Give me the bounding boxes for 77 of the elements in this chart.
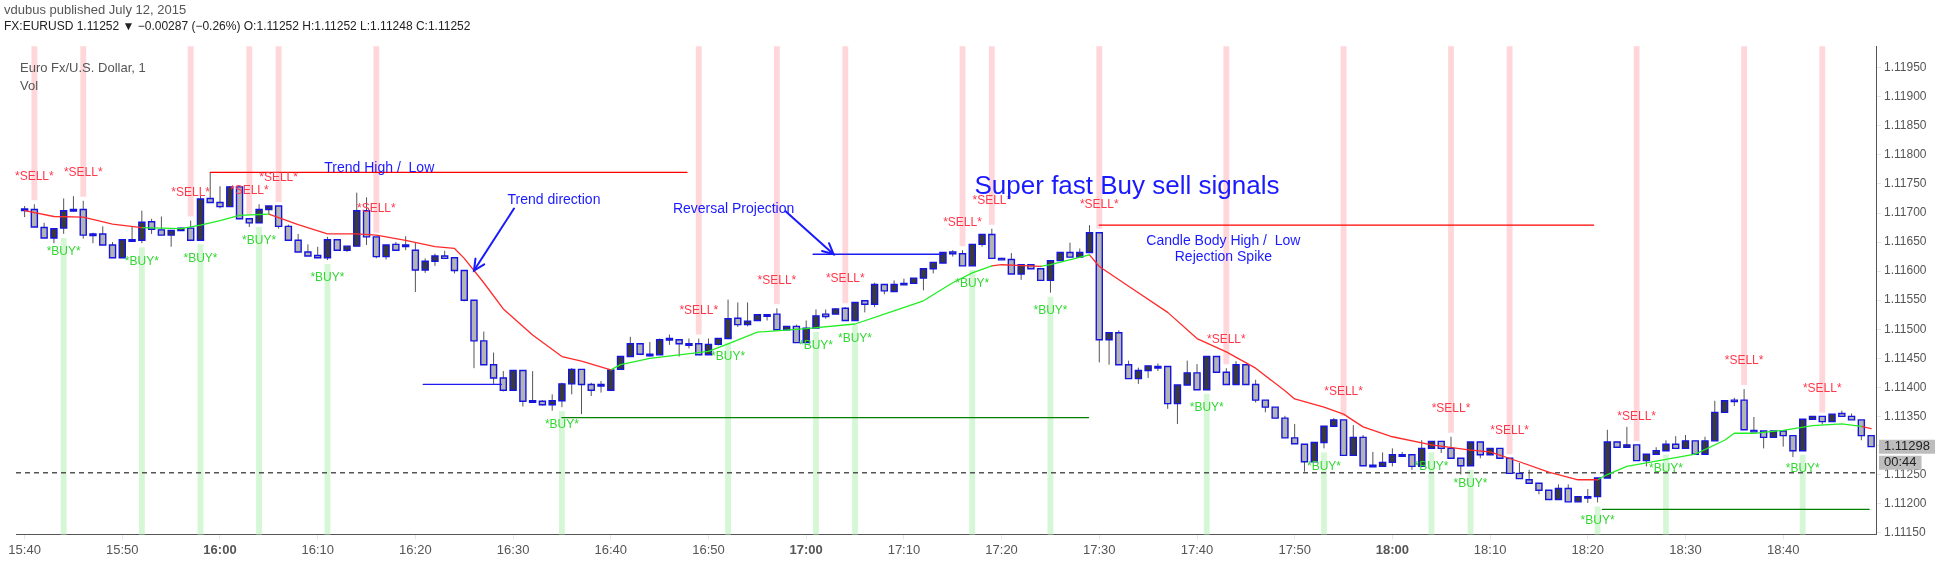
band-label: *SELL*	[171, 184, 211, 199]
band-label: *BUY*	[1414, 458, 1449, 473]
y-tick-label: 1.11800	[1884, 147, 1927, 162]
y-tick-label: 1.11450	[1884, 350, 1927, 365]
y-tick-label: 1.11200	[1884, 495, 1927, 510]
band-label: *SELL*	[1802, 380, 1842, 395]
annotation: Trend direction	[507, 191, 601, 208]
band-label: *SELL*	[15, 168, 55, 183]
y-tick-label: 1.11150	[1884, 524, 1926, 539]
y-tick-label: 1.11750	[1884, 176, 1927, 191]
band-label: *SELL*	[679, 302, 719, 317]
y-tick-label: 1.11550	[1884, 292, 1927, 307]
y-tick-label: 1.11850	[1884, 118, 1927, 133]
annotation: Candle Body High / Low Rejection Spike	[1146, 232, 1302, 265]
x-tick-label: 15:40	[8, 541, 41, 557]
x-tick-label: 17:30	[1083, 541, 1116, 557]
x-tick-label: 16:20	[399, 541, 432, 557]
band-label: *BUY*	[1580, 512, 1615, 527]
band-label: *SELL*	[825, 271, 865, 286]
band-label: *SELL*	[1431, 401, 1471, 416]
band-label: *SELL*	[1206, 332, 1246, 347]
band-label: *BUY*	[242, 233, 277, 248]
x-tick-label: 18:10	[1473, 541, 1507, 557]
x-tick-label: 16:30	[496, 541, 530, 557]
y-tick-label: 1.11400	[1884, 379, 1927, 394]
band-label: *BUY*	[544, 417, 580, 432]
x-tick-label: 18:40	[1766, 541, 1800, 557]
x-tick-label: 17:10	[887, 541, 921, 557]
band-label: *BUY*	[711, 348, 746, 363]
x-tick-label: 17:50	[1278, 541, 1311, 557]
annotation: Euro Fx/U.S. Dollar, 1	[20, 59, 146, 75]
band-label: *BUY*	[838, 330, 873, 345]
x-tick-label: 17:00	[789, 541, 823, 557]
band-label: *SELL*	[1079, 197, 1119, 212]
band-label: *BUY*	[955, 276, 990, 291]
band-label: *BUY*	[183, 250, 218, 265]
band-label: *BUY*	[1306, 458, 1342, 473]
band-label: *SELL*	[1490, 422, 1530, 437]
x-tick-label: 18:20	[1571, 541, 1605, 557]
band-label: *BUY*	[1785, 461, 1821, 476]
x-tick-label: 15:50	[106, 541, 139, 557]
x-tick-label: 17:40	[1180, 541, 1214, 557]
y-tick-label: 1.11650	[1884, 234, 1927, 249]
band-label: *BUY*	[46, 244, 81, 259]
band-label: *SELL*	[1617, 409, 1657, 424]
annotation: Reversal Projection	[672, 200, 795, 217]
band-label: *SELL*	[757, 272, 797, 287]
y-tick-label: 1.11700	[1884, 205, 1927, 220]
band-label: *BUY*	[798, 338, 834, 353]
annotation: Vol	[20, 77, 39, 93]
band-label: *BUY*	[310, 270, 345, 285]
band-label: *BUY*	[1189, 400, 1225, 414]
x-tick-label: 16:40	[594, 541, 628, 557]
x-tick-label: 18:00	[1375, 541, 1410, 557]
band-label: *BUY*	[124, 253, 160, 268]
annotation: Trend High / Low	[324, 158, 436, 175]
y-tick-label: 1.11350	[1884, 408, 1927, 423]
band-label: *BUY*	[1033, 302, 1068, 317]
x-tick-label: 17:20	[985, 541, 1018, 557]
y-tick-label: 1.11950	[1884, 60, 1927, 75]
x-tick-label: 18:30	[1669, 541, 1702, 557]
x-tick-label: 16:10	[301, 541, 334, 557]
y-tick-label: 1.11900	[1884, 89, 1927, 104]
band-label: *BUY*	[1453, 476, 1488, 491]
y-tick-label: 1.11600	[1884, 263, 1927, 278]
y-tick-label: 1.11500	[1884, 321, 1927, 336]
band-label: *SELL*	[943, 214, 983, 229]
band-label: *SELL*	[63, 165, 103, 180]
band-label: *SELL*	[259, 170, 299, 185]
band-label: *SELL*	[1724, 353, 1764, 368]
chart-subtitle: FX:EURUSD 1.11252 ▼ −0.00287 (−0.26%) O:1.11252 H:1.11252 L:1.11248 C:1.11252	[4, 18, 472, 34]
x-tick-label: 16:50	[692, 541, 725, 557]
band-label: *SELL*	[1324, 384, 1364, 399]
text: 1.11298	[1884, 438, 1931, 454]
chart-title: vdubus published July 12, 2015	[4, 2, 188, 18]
x-tick-label: 16:00	[203, 541, 237, 557]
band-label: *BUY*	[1648, 461, 1684, 476]
